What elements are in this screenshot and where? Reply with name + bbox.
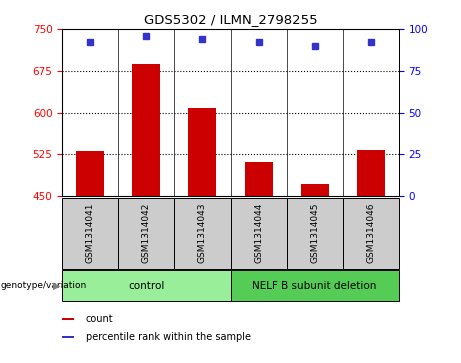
Bar [76,151,104,196]
Bar [118,198,174,269]
Bar [287,198,343,269]
Text: genotype/variation: genotype/variation [0,281,87,290]
Bar [244,162,272,196]
Bar [343,198,399,269]
Text: control: control [128,281,165,291]
Bar [357,150,385,196]
Bar [301,184,329,196]
Bar [174,198,230,269]
Bar [132,64,160,196]
Text: GSM1314045: GSM1314045 [310,203,319,264]
Bar [62,336,74,338]
Text: GSM1314043: GSM1314043 [198,203,207,264]
Bar [62,318,74,320]
Bar [62,270,230,301]
Text: ▶: ▶ [53,281,60,291]
Text: percentile rank within the sample: percentile rank within the sample [86,332,251,342]
Text: GSM1314041: GSM1314041 [86,203,95,264]
Bar [62,198,118,269]
Text: GSM1314042: GSM1314042 [142,203,151,264]
Text: GSM1314046: GSM1314046 [366,203,375,264]
Text: NELF B subunit deletion: NELF B subunit deletion [253,281,377,291]
Text: count: count [86,314,113,324]
Title: GDS5302 / ILMN_2798255: GDS5302 / ILMN_2798255 [144,13,317,26]
Bar [230,198,287,269]
Bar [189,108,217,196]
Text: GSM1314044: GSM1314044 [254,203,263,264]
Bar [230,270,399,301]
